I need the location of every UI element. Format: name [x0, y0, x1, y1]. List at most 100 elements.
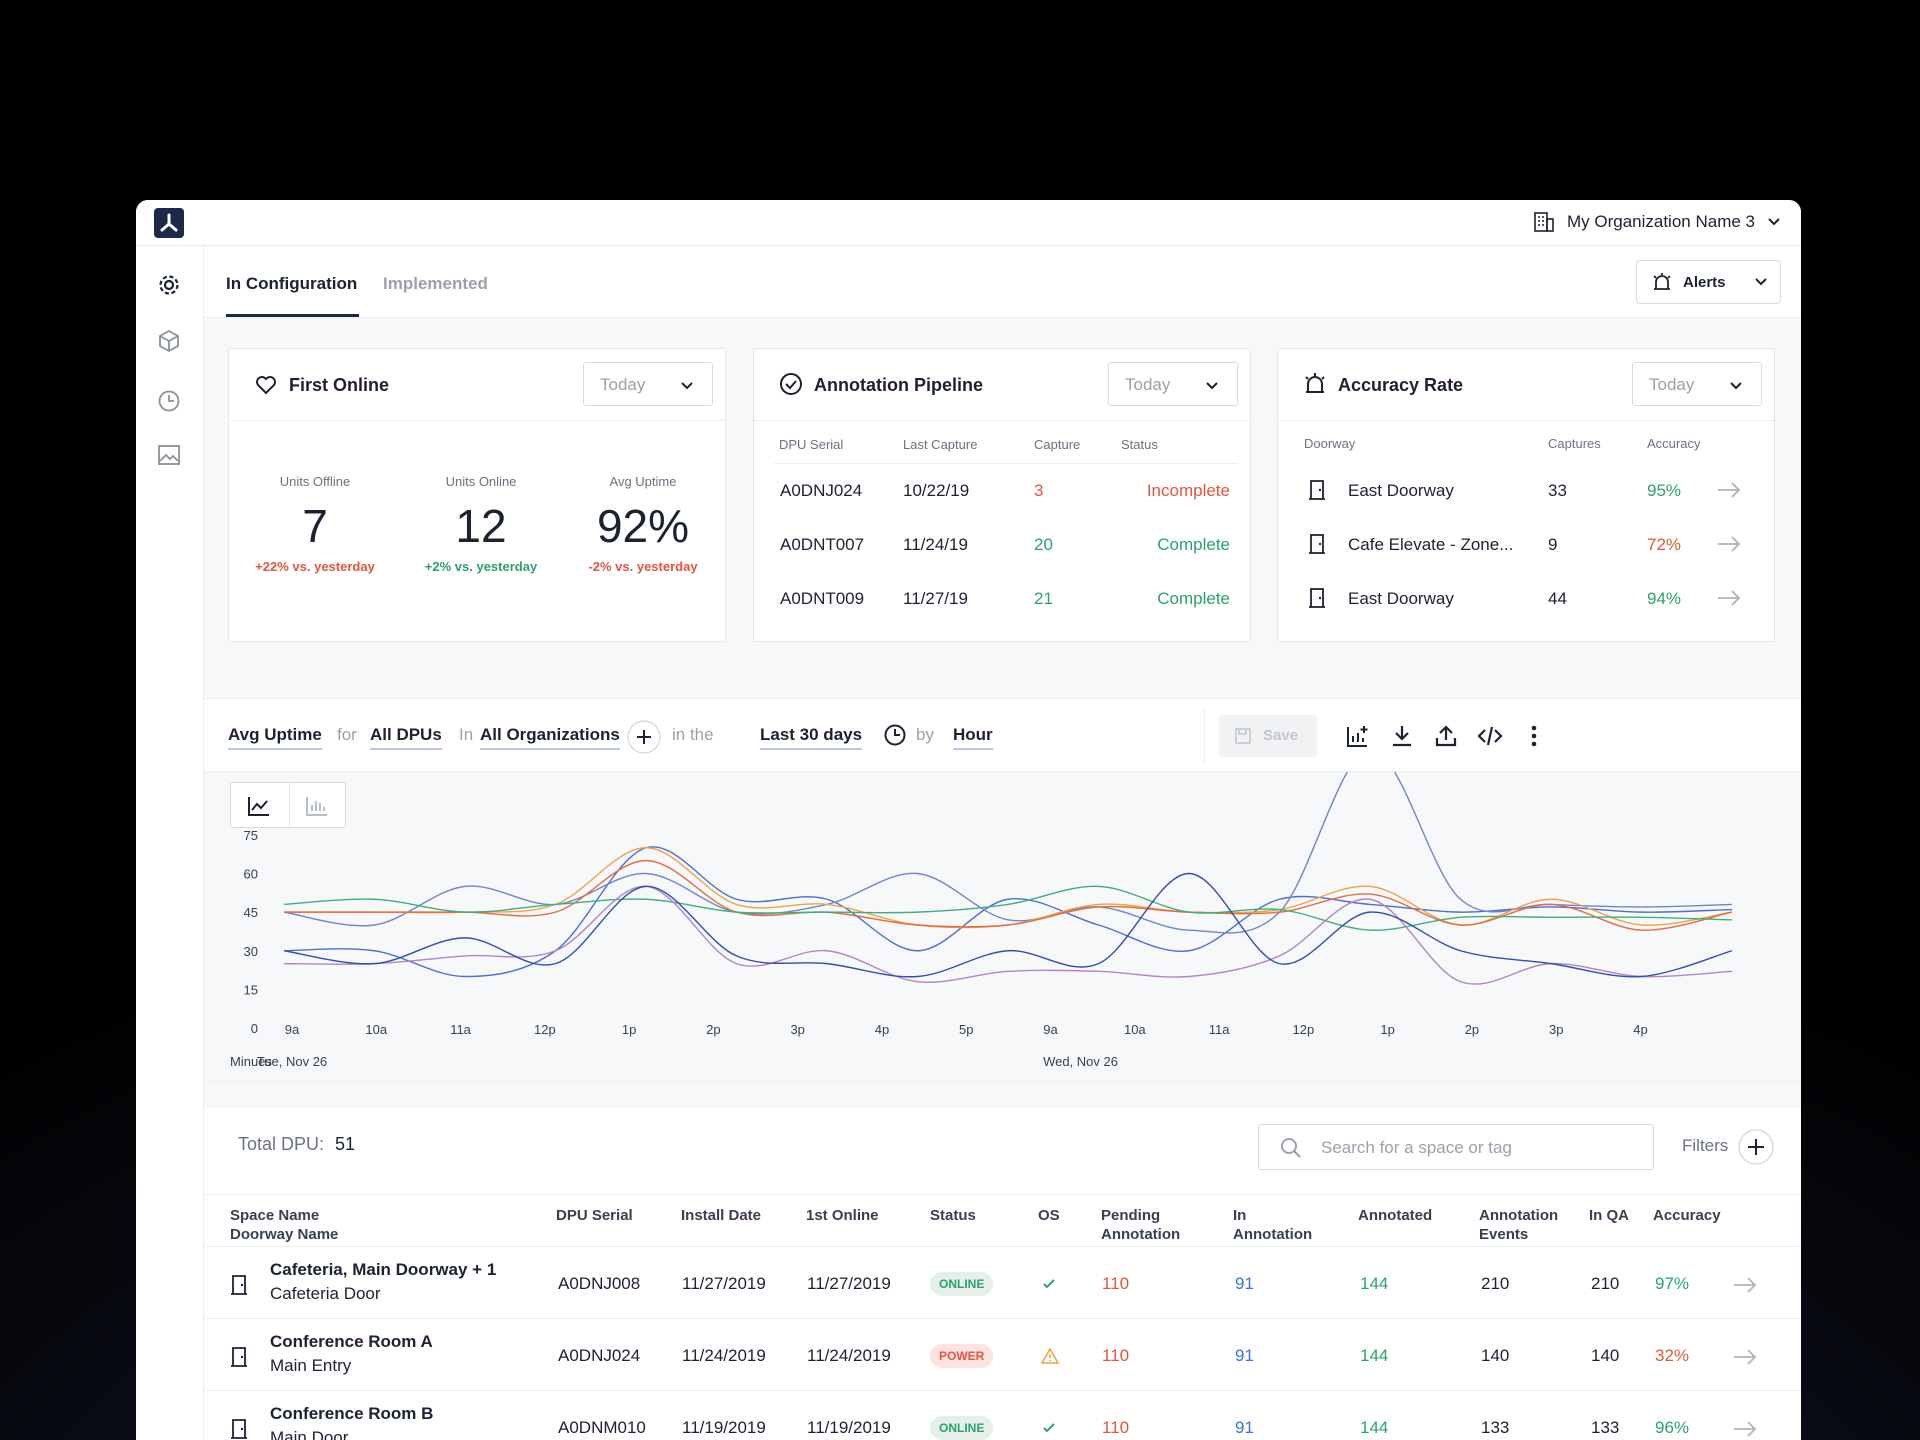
doorway-name: Main Door [270, 1428, 349, 1440]
series-line [283, 885, 1733, 931]
first-online-card: First Online Today Units Offline 7 +22% … [228, 348, 726, 642]
arrow-right-icon[interactable] [1716, 535, 1742, 558]
arrow-right-icon[interactable] [1716, 589, 1742, 612]
dpu-serial: A0DNT009 [780, 589, 865, 608]
arrow-right-icon[interactable] [1732, 1348, 1758, 1371]
first-online-date: 11/19/2019 [807, 1418, 891, 1437]
tab-in-configuration[interactable]: In Configuration [226, 274, 358, 293]
in-annotation: 91 [1235, 1274, 1254, 1293]
range-dropdown[interactable]: Today [583, 362, 713, 406]
chart-type-toggle [230, 782, 346, 828]
divider [204, 1390, 1801, 1391]
metric-selector[interactable]: Avg Uptime [228, 725, 322, 750]
table-row[interactable]: Cafeteria, Main Doorway + 1 Cafeteria Do… [204, 1254, 1801, 1318]
accuracy-value: 94% [1647, 589, 1682, 608]
arrow-right-icon[interactable] [1716, 481, 1742, 504]
search-icon [1281, 1138, 1301, 1158]
query-bar: Avg Uptime for All DPUs In All Organizat… [204, 698, 1801, 772]
save-label: Save [1263, 727, 1299, 744]
sidebar [136, 246, 204, 1440]
code-icon[interactable] [1477, 723, 1503, 749]
more-vertical-icon[interactable] [1521, 723, 1547, 749]
stat-value: 12 [455, 500, 507, 552]
check-icon [1041, 1420, 1057, 1440]
range-value: Today [1649, 375, 1695, 394]
y-tick-label: 75 [244, 828, 258, 843]
stat-avg-uptime: Avg Uptime 92% -2% vs. yesterday [563, 474, 723, 574]
table-row[interactable]: Conference Room B Main Door A0DNM010 11/… [204, 1398, 1801, 1440]
cube-icon[interactable] [156, 328, 182, 354]
check-circle-icon [780, 373, 802, 395]
query-word: by [916, 725, 934, 744]
query-word: in the [672, 725, 714, 744]
x-tick-label: 2p [706, 1022, 720, 1037]
app-logo[interactable] [154, 208, 184, 238]
card-title: Accuracy Rate [1338, 375, 1464, 395]
x-tick-label: 4p [875, 1022, 889, 1037]
query-word: for [337, 725, 357, 744]
search-input[interactable]: Search for a space or tag [1258, 1124, 1654, 1170]
add-chart-icon[interactable] [1345, 723, 1371, 749]
x-tick-label: 12p [534, 1022, 556, 1037]
bar-chart-icon[interactable] [305, 795, 329, 817]
filters-label[interactable]: Filters [1682, 1136, 1729, 1155]
clock-icon[interactable] [883, 723, 907, 747]
line-chart-icon[interactable] [247, 795, 271, 817]
column-header: Accuracy [1653, 1207, 1721, 1224]
space-name: Conference Room A [270, 1332, 433, 1351]
total-dpu-value: 51 [335, 1134, 356, 1154]
unit-selector[interactable]: Hour [953, 725, 993, 750]
annotation-events: 210 [1481, 1274, 1510, 1293]
dpu-serial: A0DNT007 [780, 535, 865, 554]
dpu-selector[interactable]: All DPUs [370, 725, 442, 750]
first-online-date: 11/27/2019 [807, 1274, 891, 1293]
stat-label: Avg Uptime [609, 474, 677, 489]
series-line [283, 859, 1733, 931]
install-date: 11/19/2019 [682, 1418, 766, 1437]
divider [1204, 707, 1205, 763]
alerts-dropdown[interactable]: Alerts [1636, 260, 1781, 304]
last-capture: 11/24/19 [903, 535, 968, 554]
range-selector[interactable]: Last 30 days [760, 725, 863, 750]
install-date: 11/24/2019 [682, 1346, 766, 1365]
capture-count: 21 [1034, 589, 1053, 608]
stat-units-offline: Units Offline 7 +22% vs. yesterday [235, 474, 395, 574]
annotated-count: 144 [1360, 1274, 1389, 1293]
y-tick-label: 30 [244, 944, 258, 959]
image-icon[interactable] [156, 442, 182, 468]
add-filter-icon[interactable] [1737, 1128, 1775, 1166]
range-dropdown[interactable]: Today [1632, 362, 1762, 406]
gear-icon[interactable] [156, 272, 182, 298]
dpu-serial: A0DNJ008 [558, 1274, 641, 1293]
in-qa: 210 [1591, 1274, 1620, 1293]
org-name: My Organization Name 3 [1566, 212, 1755, 231]
divider [204, 1246, 1801, 1247]
org-filter-selector[interactable]: All Organizations [480, 725, 620, 750]
range-dropdown[interactable]: Today [1108, 362, 1238, 406]
tab-implemented[interactable]: Implemented [383, 274, 488, 293]
upload-icon[interactable] [1433, 723, 1459, 749]
save-button[interactable]: Save [1219, 715, 1317, 757]
stat-delta: -2% vs. yesterday [588, 559, 698, 574]
dpu-serial: A0DNJ024 [558, 1346, 641, 1365]
column-header: In QA [1589, 1207, 1629, 1224]
column-header: In Annotation [1233, 1207, 1313, 1243]
captures-count: 9 [1548, 535, 1558, 554]
clock-icon[interactable] [156, 388, 182, 414]
org-selector[interactable]: My Organization Name 3 [1533, 211, 1781, 233]
capture-count: 20 [1034, 535, 1053, 554]
arrow-right-icon[interactable] [1732, 1276, 1758, 1299]
download-icon[interactable] [1389, 723, 1415, 749]
query-word: In [459, 725, 474, 744]
x-tick-label: 11a [450, 1022, 471, 1037]
building-icon [1534, 212, 1554, 232]
add-icon[interactable] [626, 719, 662, 755]
arrow-right-icon[interactable] [1732, 1420, 1758, 1440]
status-badge: POWER [930, 1344, 994, 1368]
y-axis-label: Minues [230, 1054, 272, 1069]
series-line [283, 847, 1733, 929]
table-row[interactable]: Conference Room A Main Entry A0DNJ024 11… [204, 1326, 1801, 1390]
check-icon [1041, 1276, 1057, 1297]
stat-value: 92% [596, 500, 690, 552]
stat-label: Units Offline [279, 474, 351, 489]
